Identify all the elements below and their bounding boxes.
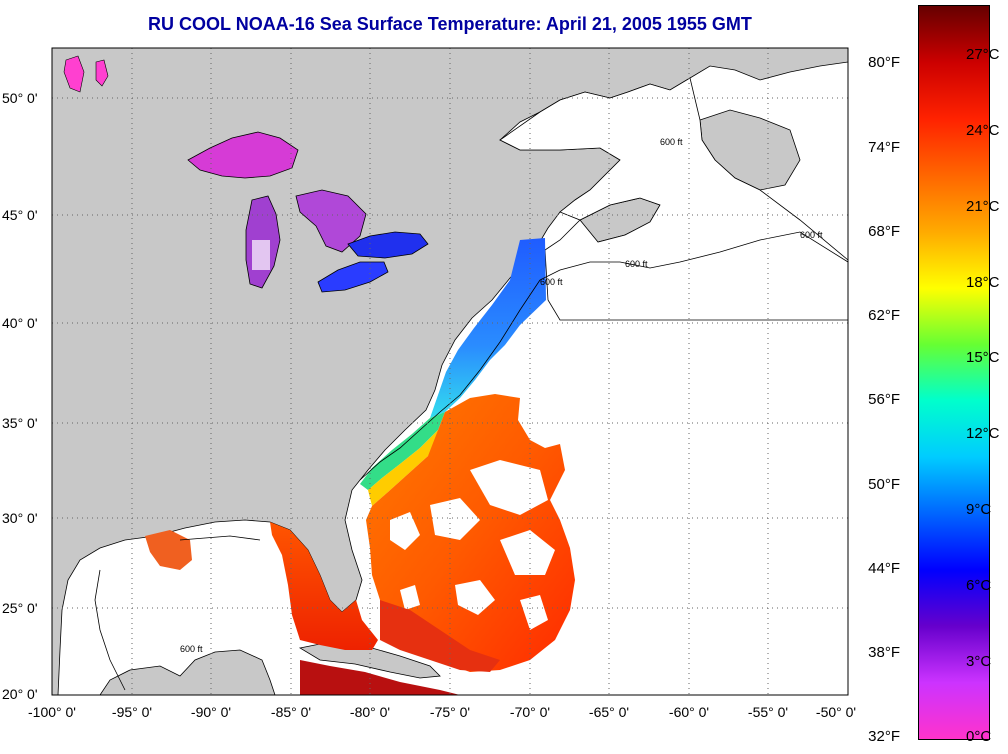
f-label-44: 44°F — [868, 560, 900, 577]
lon-label-50: -50° 0' — [815, 704, 857, 720]
lake-small — [95, 59, 109, 87]
lake-ontario — [347, 231, 429, 259]
f-label-68: 68°F — [868, 223, 900, 240]
contour-label-1: 600 ft — [540, 277, 563, 287]
c-label-27: 27°C — [966, 46, 1000, 63]
map-frame — [51, 47, 849, 696]
sst-bahamas — [380, 600, 500, 672]
colorbar — [918, 5, 990, 740]
c-label-0: 0°C — [966, 728, 992, 745]
lon-label-85: -85° 0' — [270, 704, 312, 720]
c-label-9: 9°C — [966, 501, 992, 518]
lake-erie — [317, 261, 389, 293]
lon-label-80: -80° 0' — [349, 704, 391, 720]
cloud-patches — [390, 460, 555, 630]
c-label-21: 21°C — [966, 198, 1000, 215]
contour-label-2: 600 ft — [625, 259, 648, 269]
lon-label-65: -65° 0' — [588, 704, 630, 720]
lon-label-60: -60° 0' — [668, 704, 710, 720]
c-label-18: 18°C — [966, 274, 1000, 291]
sst-gulf-of-mexico-east — [270, 522, 378, 650]
sst-cold-coastal — [430, 238, 546, 418]
lat-label-30: 30° 0' — [2, 510, 38, 526]
f-label-62: 62°F — [868, 307, 900, 324]
lat-label-35: 35° 0' — [2, 415, 38, 431]
lake-superior — [187, 131, 299, 179]
lon-label-70: -70° 0' — [509, 704, 551, 720]
contour-label-3: 600 ft — [180, 644, 203, 654]
f-label-38: 38°F — [868, 644, 900, 661]
lon-label-55: -55° 0' — [747, 704, 789, 720]
sst-caribbean — [300, 660, 460, 695]
lon-label-100: -100° 0' — [28, 704, 76, 720]
lon-label-95: -95° 0' — [111, 704, 153, 720]
map-title: RU COOL NOAA-16 Sea Surface Temperature:… — [148, 14, 752, 34]
lake-nipigon — [63, 55, 85, 93]
shelf-no-data — [499, 77, 848, 321]
c-label-12: 12°C — [966, 425, 1000, 442]
f-label-32: 32°F — [868, 728, 900, 745]
c-label-15: 15°C — [966, 349, 1000, 366]
lat-label-20: 20° 0' — [2, 686, 38, 702]
lat-label-25: 25° 0' — [2, 600, 38, 616]
sst-shelf-green — [360, 412, 445, 490]
f-label-80: 80°F — [868, 54, 900, 71]
lon-label-75: -75° 0' — [429, 704, 471, 720]
f-label-56: 56°F — [868, 391, 900, 408]
f-label-50: 50°F — [868, 476, 900, 493]
lat-label-40: 40° 0' — [2, 315, 38, 331]
sst-shelf-yellow — [368, 430, 445, 506]
c-label-3: 3°C — [966, 653, 992, 670]
lat-label-50: 50° 0' — [2, 90, 38, 106]
c-label-24: 24°C — [966, 122, 1000, 139]
lat-label-45: 45° 0' — [2, 207, 38, 223]
contour-label-4: 600 ft — [800, 230, 823, 240]
lon-label-90: -90° 0' — [190, 704, 232, 720]
colorbar-gradient — [918, 5, 990, 740]
c-label-6: 6°C — [966, 577, 992, 594]
f-label-74: 74°F — [868, 139, 900, 156]
contour-label-5: 600 ft — [660, 137, 683, 147]
land-yucatan — [99, 649, 276, 695]
